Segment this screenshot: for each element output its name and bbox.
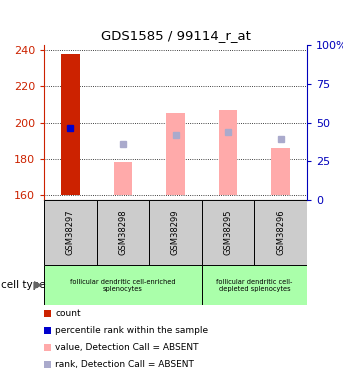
Bar <box>255 200 307 265</box>
Text: GSM38298: GSM38298 <box>118 210 127 255</box>
Text: count: count <box>55 309 81 318</box>
Bar <box>219 110 237 195</box>
Bar <box>202 200 255 265</box>
Text: cell type: cell type <box>1 280 46 290</box>
Text: value, Detection Call = ABSENT: value, Detection Call = ABSENT <box>55 343 199 352</box>
Text: percentile rank within the sample: percentile rank within the sample <box>55 326 208 335</box>
Bar <box>44 200 97 265</box>
Bar <box>272 148 290 195</box>
Text: GSM38297: GSM38297 <box>66 210 75 255</box>
Bar <box>61 54 80 195</box>
Bar <box>114 162 132 195</box>
Text: rank, Detection Call = ABSENT: rank, Detection Call = ABSENT <box>55 360 194 369</box>
Text: GSM38296: GSM38296 <box>276 210 285 255</box>
Bar <box>44 265 202 305</box>
Text: follicular dendritic cell-enriched
splenocytes: follicular dendritic cell-enriched splen… <box>70 279 176 291</box>
Title: GDS1585 / 99114_r_at: GDS1585 / 99114_r_at <box>100 30 250 42</box>
Bar <box>202 265 307 305</box>
Text: ▶: ▶ <box>34 280 43 290</box>
Bar <box>166 114 185 195</box>
Text: GSM38299: GSM38299 <box>171 210 180 255</box>
Text: follicular dendritic cell-
depleted splenocytes: follicular dendritic cell- depleted sple… <box>216 279 293 291</box>
Text: GSM38295: GSM38295 <box>224 210 233 255</box>
Bar <box>149 200 202 265</box>
Bar <box>97 200 149 265</box>
